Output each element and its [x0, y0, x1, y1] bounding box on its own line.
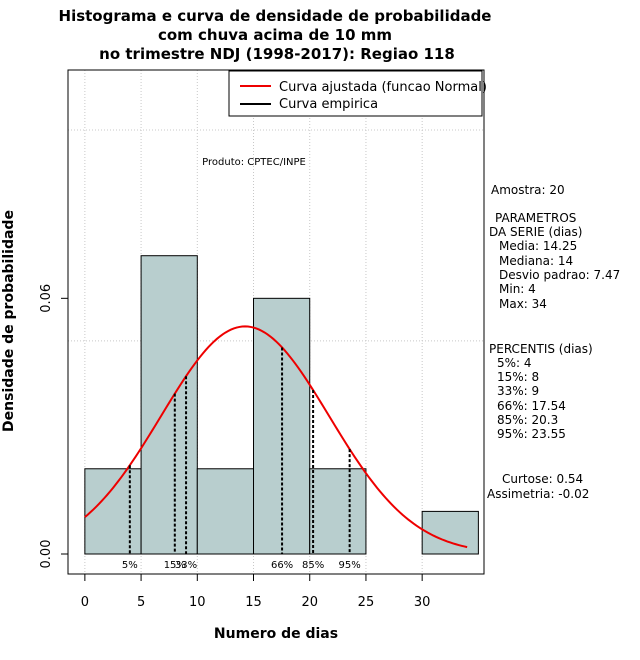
legend-label-fit: Curva ajustada (funcao Normal) — [279, 80, 487, 95]
legend-box — [228, 70, 483, 117]
statistics-panel: Amostra: 20 PARAMETROS DA SERIE (dias) M… — [487, 183, 620, 501]
x-tick-label: 0 — [81, 595, 89, 610]
normal-fit-curve — [84, 325, 468, 549]
histogram-bar — [309, 468, 367, 555]
stat-params-subtitle: DA SERIE (dias) — [489, 225, 582, 239]
percentile-label: 66% — [271, 560, 293, 571]
percentile-label: 15% — [164, 560, 186, 571]
stat-p85: 85%: 20.3 — [497, 413, 558, 427]
histogram-bars — [84, 255, 479, 555]
stat-p95: 95%: 23.55 — [497, 427, 566, 441]
stat-sd: Desvio padrao: 7.47 — [499, 268, 620, 282]
x-tick-label: 30 — [414, 595, 431, 610]
legend-label-empirical: Curva empirica — [279, 97, 378, 112]
title-line-2: com chuva acima de 10 mm — [158, 26, 392, 44]
x-tick-label: 25 — [358, 595, 375, 610]
histogram-bar — [84, 468, 142, 555]
histogram-bar — [196, 468, 255, 555]
stat-mean: Media: 14.25 — [499, 239, 577, 253]
product-annotation: Produto: CPTEC/INPE — [202, 157, 306, 168]
stat-params-title: PARAMETROS — [495, 211, 576, 225]
y-tick-label: 0.06 — [39, 284, 54, 313]
x-tick-label: 10 — [189, 595, 206, 610]
percentile-label: 95% — [339, 560, 361, 571]
legend: Curva ajustada (funcao Normal) Curva emp… — [228, 70, 487, 117]
title-line-3: no trimestre NDJ (1998-2017): Regiao 118 — [99, 45, 455, 63]
y-tick-label: 0.00 — [39, 540, 54, 569]
stat-p66: 66%: 17.54 — [497, 399, 566, 413]
histogram-bar — [421, 510, 479, 555]
title-line-1: Histograma e curva de densidade de proba… — [59, 7, 492, 25]
x-axis-title: Numero de dias — [214, 626, 338, 642]
stat-sample: Amostra: 20 — [491, 183, 565, 197]
stat-min: Min: 4 — [499, 282, 536, 296]
percentile-label: 5% — [122, 560, 138, 571]
x-tick-label: 20 — [301, 595, 318, 610]
stat-percentis-title: PERCENTIS (dias) — [489, 342, 593, 356]
stat-skewness: Assimetria: -0.02 — [487, 487, 589, 501]
y-axis: 0.00 0.06 — [39, 284, 69, 569]
histogram-bar — [253, 297, 311, 555]
stat-kurtosis: Curtose: 0.54 — [502, 472, 583, 486]
stat-max: Max: 34 — [499, 297, 547, 311]
stat-p5: 5%: 4 — [497, 356, 532, 370]
percentile-labels: 5% 15%33% 66% 85% 95% — [122, 560, 361, 571]
chart-title: Histograma e curva de densidade de proba… — [59, 7, 492, 63]
stat-median: Mediana: 14 — [499, 254, 573, 268]
stat-p33: 33%: 9 — [497, 384, 539, 398]
percentile-label: 33% — [175, 560, 197, 571]
y-axis-title: Densidade de probabilidade — [1, 210, 17, 432]
percentile-lines — [128, 347, 351, 554]
x-tick-label: 15 — [245, 595, 262, 610]
stat-p15: 15%: 8 — [497, 370, 539, 384]
x-axis: 0 5 10 15 20 25 30 — [81, 573, 431, 610]
percentile-label: 85% — [302, 560, 324, 571]
x-tick-label: 5 — [137, 595, 145, 610]
histogram-bar — [140, 255, 198, 555]
